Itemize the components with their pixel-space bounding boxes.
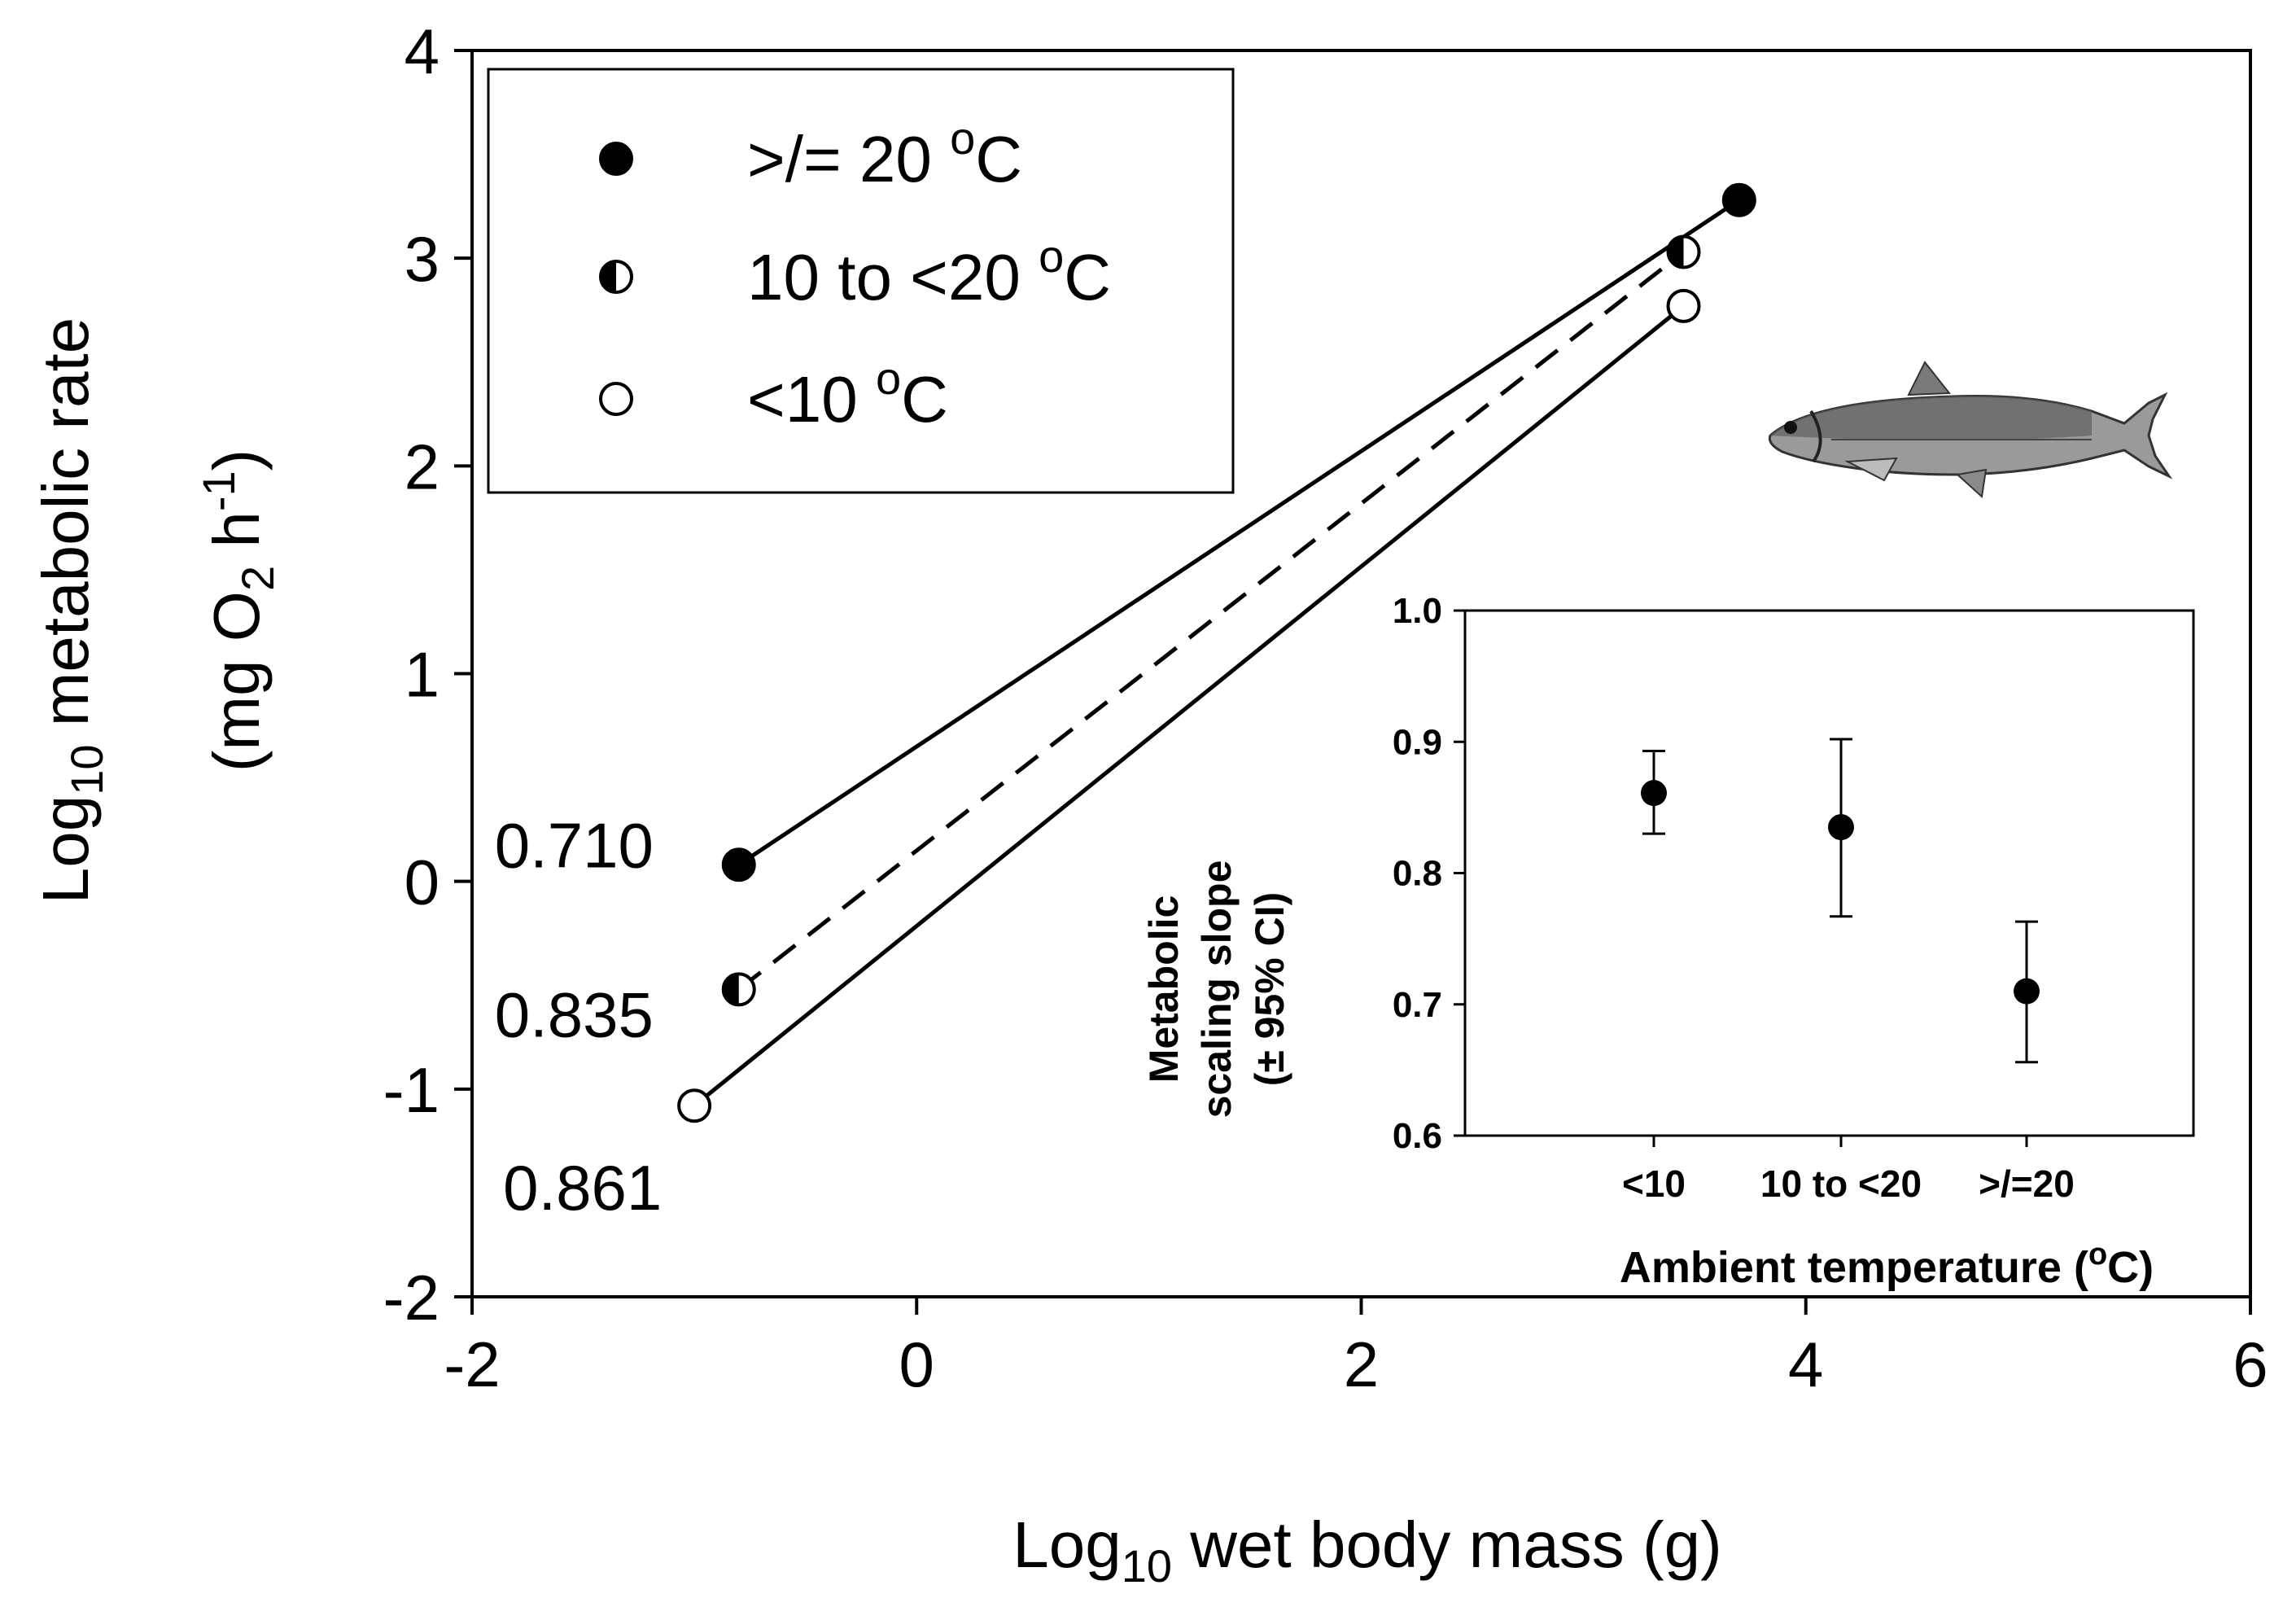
series-line (737, 198, 1741, 867)
legend-label: <10 oC (747, 352, 948, 436)
data-point (1666, 288, 1701, 323)
inset-data-point (1641, 780, 1667, 807)
inset-y-axis-label-line2: scaling slope (1194, 860, 1240, 1119)
y-tick-label: -2 (383, 1262, 440, 1333)
x-axis-label: Log10 wet body mass (g) (1012, 1508, 1722, 1592)
data-point (677, 1088, 712, 1123)
x-tick-label: 0 (899, 1329, 934, 1400)
y-axis-unit-label: (mg O2 h-1) (193, 449, 283, 773)
legend-label: >/= 20 oC (747, 112, 1022, 195)
legend-item: >/= 20 oC (599, 112, 1022, 195)
y-tick-label: 4 (405, 15, 440, 87)
legend-marker (599, 142, 633, 176)
inset-chart: 0.6 0.7 0.8 0.9 1.0 <10 10 to <20 >/=20 Metabo… (1141, 591, 2195, 1292)
slope-label: 0.861 (503, 1152, 662, 1224)
legend-label: 10 to <20 oC (747, 230, 1111, 313)
legend-marker (599, 260, 633, 294)
inset-y-tick-label: 0.8 (1393, 854, 1442, 894)
main-chart: -2 0 2 4 6 -2 -1 0 1 2 3 4 0.710 0.835 0.861 Log10 m… (29, 15, 2268, 1592)
x-tick-label: 2 (1344, 1329, 1379, 1400)
inset-y-tick-label: 0.7 (1393, 985, 1442, 1025)
inset-data-point (2014, 978, 2040, 1005)
inset-y-axis-label-line1: Metabolic (1141, 895, 1187, 1084)
y-tick-label: -1 (383, 1054, 440, 1126)
inset-y-tick-label: 1.0 (1393, 591, 1442, 631)
y-tick-label: 3 (405, 223, 440, 295)
y-axis-label: Log10 metabolic rate (29, 317, 112, 904)
slope-label: 0.710 (495, 809, 654, 881)
data-point (1666, 234, 1701, 269)
legend-item: 10 to <20 oC (599, 230, 1111, 313)
data-point (721, 972, 756, 1007)
legend-marker (599, 382, 633, 416)
series-line (693, 304, 1686, 1108)
legend: >/= 20 oC 10 to <20 oC <10 oC (487, 68, 1235, 494)
y-tick-label: 1 (405, 639, 440, 711)
y-tick-label: 2 (405, 431, 440, 502)
inset-y-tick-label: 0.9 (1393, 722, 1442, 762)
x-tick-label: 4 (1788, 1329, 1823, 1400)
data-point (1721, 182, 1756, 217)
inset-data-point (1828, 814, 1854, 841)
y-tick-label: 0 (405, 847, 440, 918)
inset-y-tick-label: 0.6 (1393, 1116, 1442, 1156)
inset-x-tick-label: >/=20 (1979, 1162, 2075, 1205)
legend-item: <10 oC (599, 352, 948, 436)
inset-x-tick-label: 10 to <20 (1760, 1162, 1922, 1205)
slope-label: 0.835 (495, 979, 654, 1050)
inset-x-axis-label: Ambient temperature (oC) (1620, 1237, 2154, 1292)
inset-x-tick-label: <10 (1622, 1162, 1686, 1205)
inset-plot-frame (1463, 609, 2195, 1137)
inset-y-axis-label-line3: (± 95% CI) (1247, 892, 1292, 1087)
herring-fish-icon (1768, 361, 2173, 498)
series-line (737, 250, 1686, 992)
x-tick-label: 6 (2233, 1329, 2268, 1400)
x-tick-label: -2 (444, 1329, 500, 1400)
data-point (721, 847, 756, 882)
